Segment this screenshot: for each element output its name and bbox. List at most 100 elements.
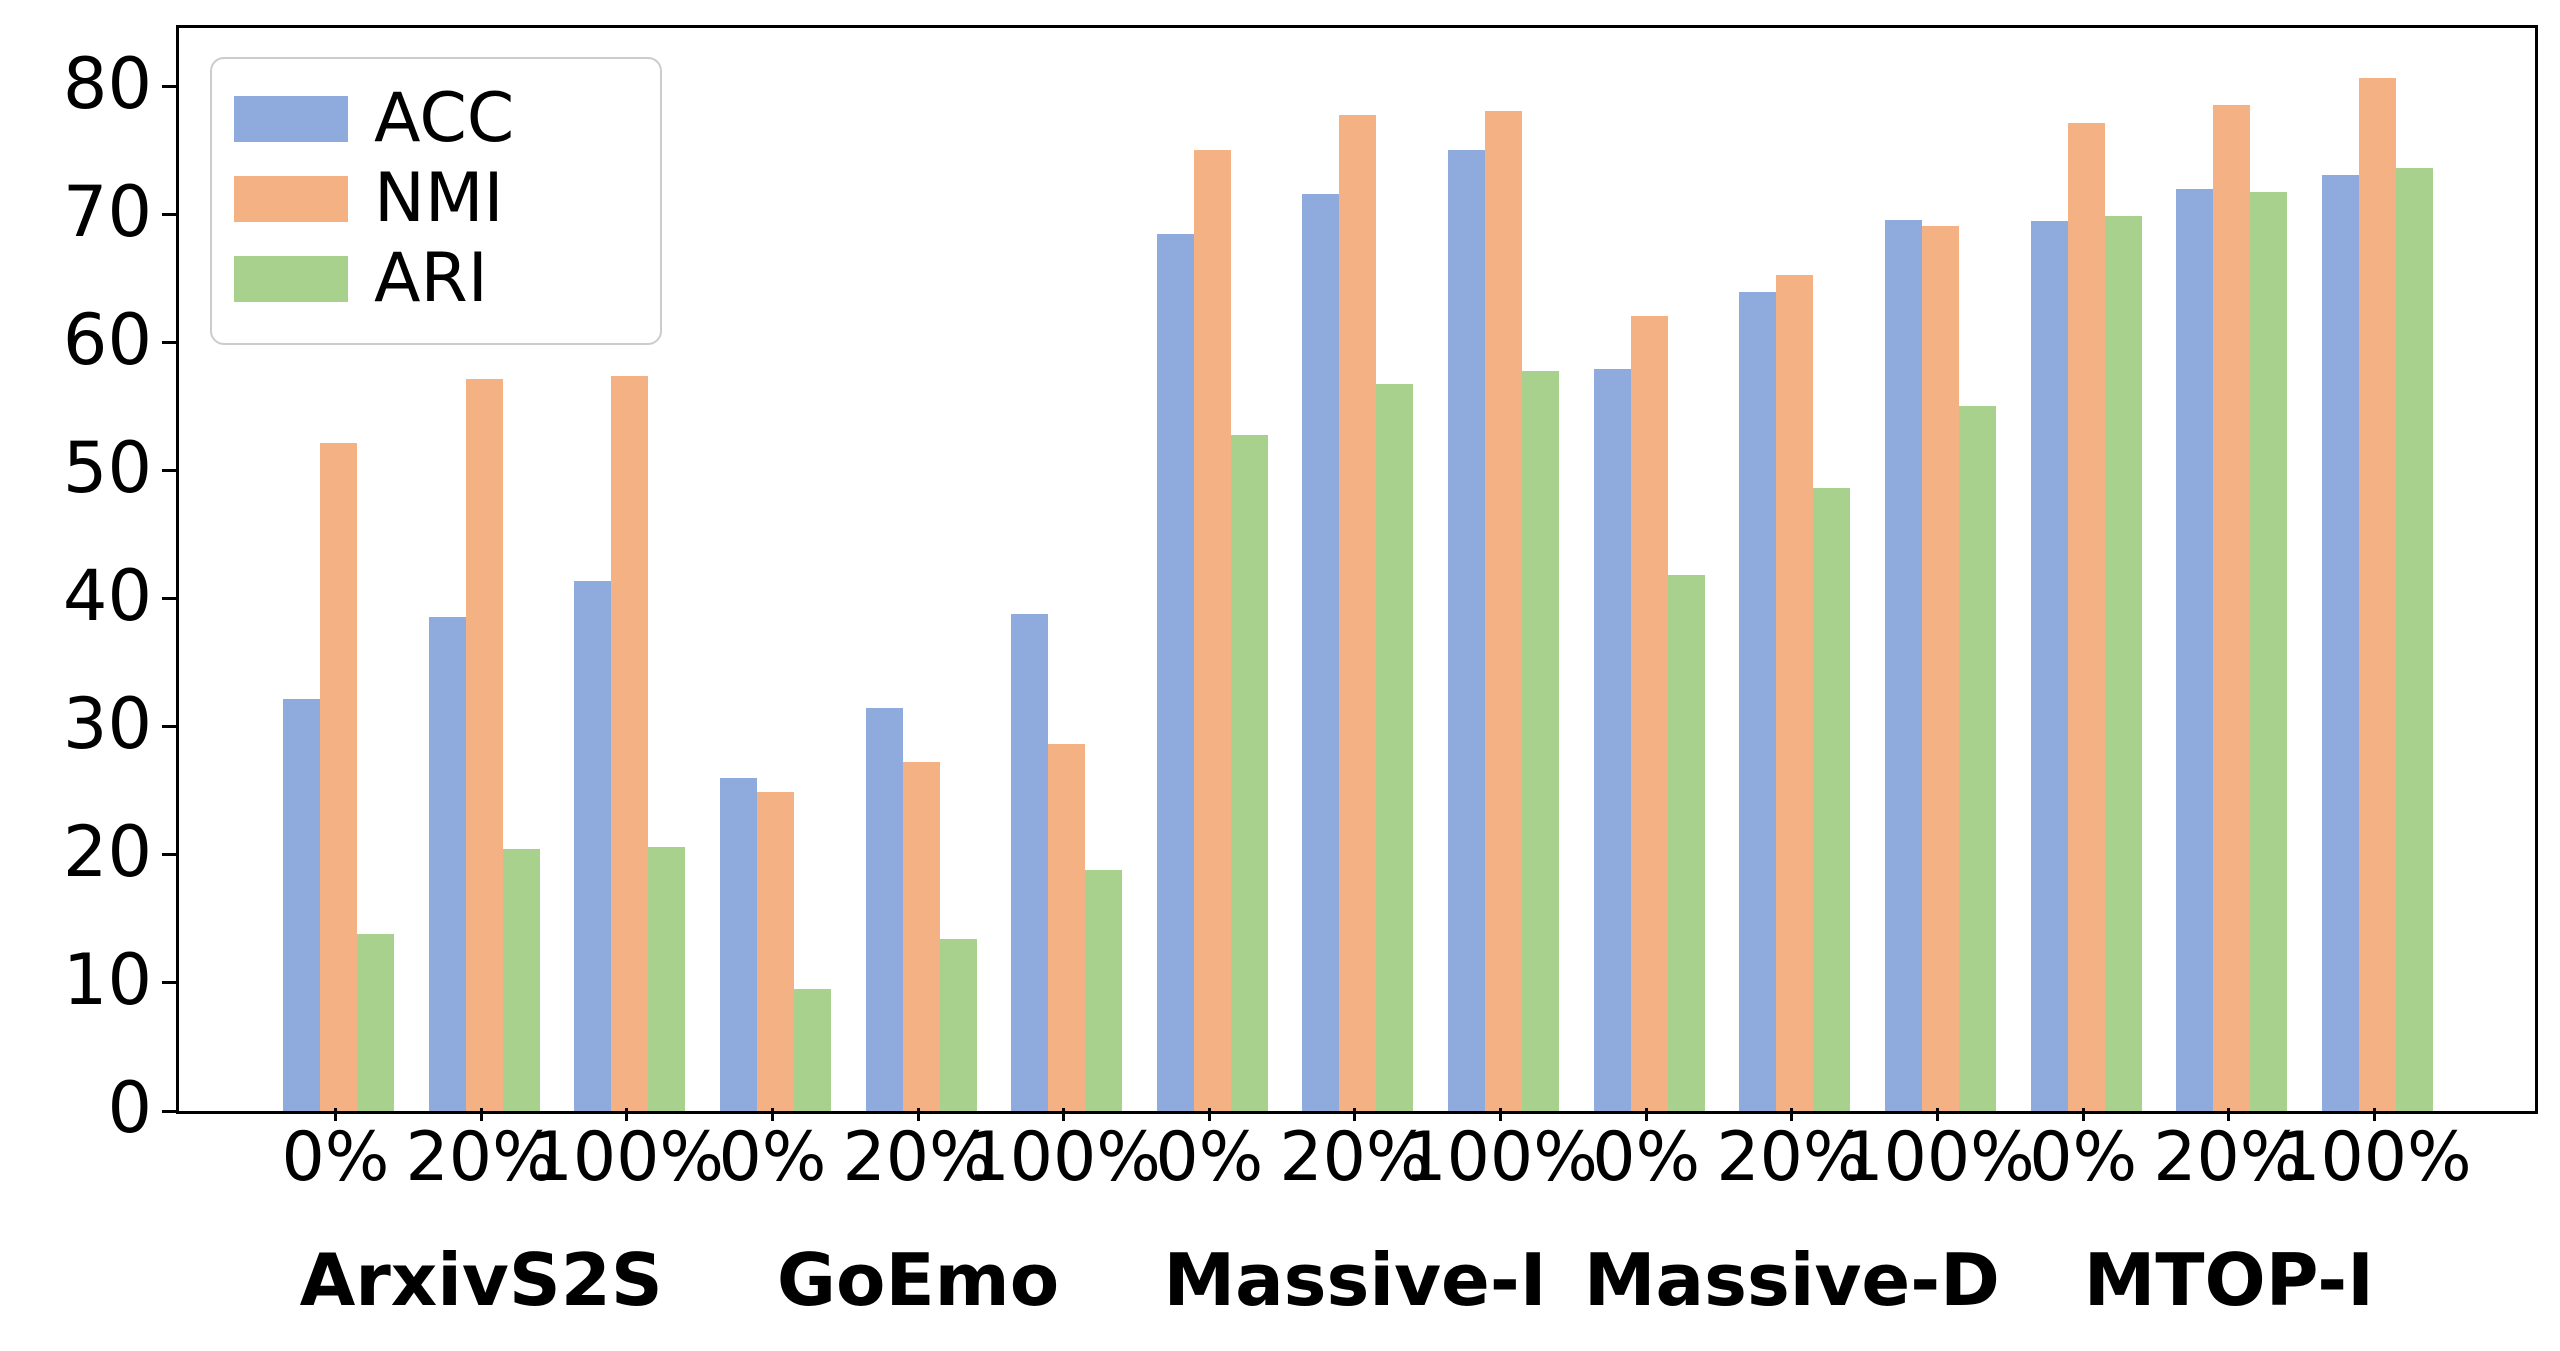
bar-NMI-GoEmo-100% [1048,743,1086,1111]
x-axis-tick-12 [2081,1108,2085,1121]
bar-ARI-Massive-D-20% [1813,487,1851,1111]
group-label-GoEmo: GoEmo [776,1238,1060,1322]
x-tick-label-4: 20% [842,1118,994,1197]
bar-ACC-Massive-I-100% [1448,149,1486,1111]
x-tick-label-8: 100% [1403,1118,1598,1197]
x-axis-tick-10 [1790,1108,1794,1121]
x-tick-label-2: 100% [529,1118,724,1197]
y-axis-label-80: 80 [62,42,152,125]
y-axis-label-70: 70 [62,170,152,253]
y-axis-label-10: 10 [62,938,152,1021]
y-axis-tick-60 [162,341,176,345]
bar-NMI-MTOP-I-20% [2213,104,2251,1111]
ari-color-swatch [234,256,348,302]
bar-NMI-GoEmo-0% [756,792,794,1111]
x-axis-tick-0 [334,1108,337,1121]
bar-ACC-Massive-I-20% [1302,194,1340,1111]
y-axis-tick-10 [162,981,176,985]
y-axis-label-50: 50 [62,426,152,509]
x-axis-tick-14 [2372,1108,2376,1121]
x-tick-label-0: 0% [281,1118,390,1197]
bar-ACC-GoEmo-100% [1011,614,1049,1111]
legend-label-nmi: NMI [374,159,504,238]
bar-NMI-ArxivS2S-20% [465,378,503,1111]
y-axis-label-30: 30 [62,682,152,765]
legend: ACC NMI ARI [210,57,662,345]
bar-ARI-GoEmo-0% [793,989,831,1111]
y-axis-label-20: 20 [62,810,152,893]
y-axis-tick-80 [162,85,176,89]
x-axis-tick-13 [2227,1108,2231,1121]
x-axis-tick-7 [1353,1108,1357,1121]
bar-ACC-MTOP-I-0% [2030,221,2068,1111]
bar-ACC-Massive-I-0% [1156,234,1194,1111]
bar-ARI-ArxivS2S-20% [502,848,540,1111]
bar-ACC-ArxivS2S-20% [428,616,466,1111]
bar-ARI-Massive-I-100% [1522,371,1560,1111]
bar-ARI-MTOP-I-100% [2395,167,2433,1111]
y-axis-label-0: 0 [107,1067,152,1149]
x-axis-tick-1 [479,1108,483,1121]
y-axis-tick-50 [162,469,176,473]
bar-NMI-Massive-I-20% [1339,115,1377,1111]
bar-NMI-Massive-D-0% [1630,316,1668,1111]
x-axis-tick-2 [625,1108,629,1121]
acc-color-swatch [234,96,348,142]
x-tick-label-7: 20% [1279,1118,1431,1197]
bar-ARI-MTOP-I-0% [2104,216,2142,1111]
bar-NMI-Massive-I-100% [1485,111,1523,1111]
group-label-Massive-I: Massive-I [1163,1238,1547,1322]
x-axis-tick-6 [1207,1108,1211,1121]
x-axis-tick-5 [1062,1108,1066,1121]
y-axis-tick-0 [162,1109,176,1113]
bar-NMI-Massive-I-0% [1193,149,1231,1111]
y-axis-tick-20 [162,853,176,857]
bar-ARI-ArxivS2S-0% [357,934,394,1111]
x-axis-tick-8 [1499,1108,1503,1121]
bar-ACC-MTOP-I-20% [2176,189,2214,1111]
nmi-color-swatch [234,176,348,222]
y-axis-tick-30 [162,725,176,729]
bar-ACC-ArxivS2S-0% [283,698,320,1111]
bar-ACC-MTOP-I-100% [2321,175,2359,1111]
bar-ACC-Massive-D-100% [1885,220,1923,1111]
legend-label-ari: ARI [374,239,488,318]
bar-ACC-Massive-D-0% [1593,368,1631,1111]
bar-ARI-MTOP-I-20% [2250,191,2288,1111]
bar-ACC-GoEmo-20% [865,707,903,1111]
bar-NMI-ArxivS2S-100% [611,376,649,1111]
bar-ACC-GoEmo-0% [719,778,757,1111]
legend-row-ari: ARI [234,245,660,313]
legend-row-nmi: NMI [234,165,660,233]
bar-NMI-Massive-D-100% [1922,226,1960,1111]
x-tick-label-10: 20% [1716,1118,1868,1197]
y-axis-label-60: 60 [62,298,152,381]
bar-ARI-Massive-D-100% [1959,405,1997,1111]
bar-ACC-Massive-D-20% [1739,291,1777,1111]
x-tick-label-11: 100% [1840,1118,2035,1197]
y-axis-tick-40 [162,597,176,601]
legend-row-acc: ACC [234,85,660,153]
bar-NMI-MTOP-I-100% [2358,77,2396,1111]
x-tick-label-14: 100% [2277,1118,2472,1197]
y-axis-label-40: 40 [62,554,152,637]
bar-NMI-ArxivS2S-0% [320,442,357,1111]
group-label-Massive-D: Massive-D [1583,1238,2000,1322]
legend-label-acc: ACC [374,79,515,158]
y-axis-tick-70 [162,213,176,217]
x-tick-label-13: 20% [2153,1118,2305,1197]
x-tick-label-12: 0% [2029,1118,2138,1197]
plot-area [162,25,2538,1114]
x-tick-label-5: 100% [966,1118,1161,1197]
group-label-MTOP-I: MTOP-I [2083,1238,2374,1322]
x-tick-label-3: 0% [718,1118,827,1197]
bar-ARI-GoEmo-100% [1085,870,1123,1111]
bar-ACC-ArxivS2S-100% [574,581,612,1111]
bar-NMI-GoEmo-20% [902,761,940,1111]
bar-ARI-Massive-I-0% [1230,435,1268,1111]
bar-NMI-Massive-D-20% [1776,275,1814,1111]
group-label-ArxivS2S: ArxivS2S [299,1238,663,1322]
x-tick-label-1: 20% [405,1118,557,1197]
x-axis-tick-4 [916,1108,920,1121]
